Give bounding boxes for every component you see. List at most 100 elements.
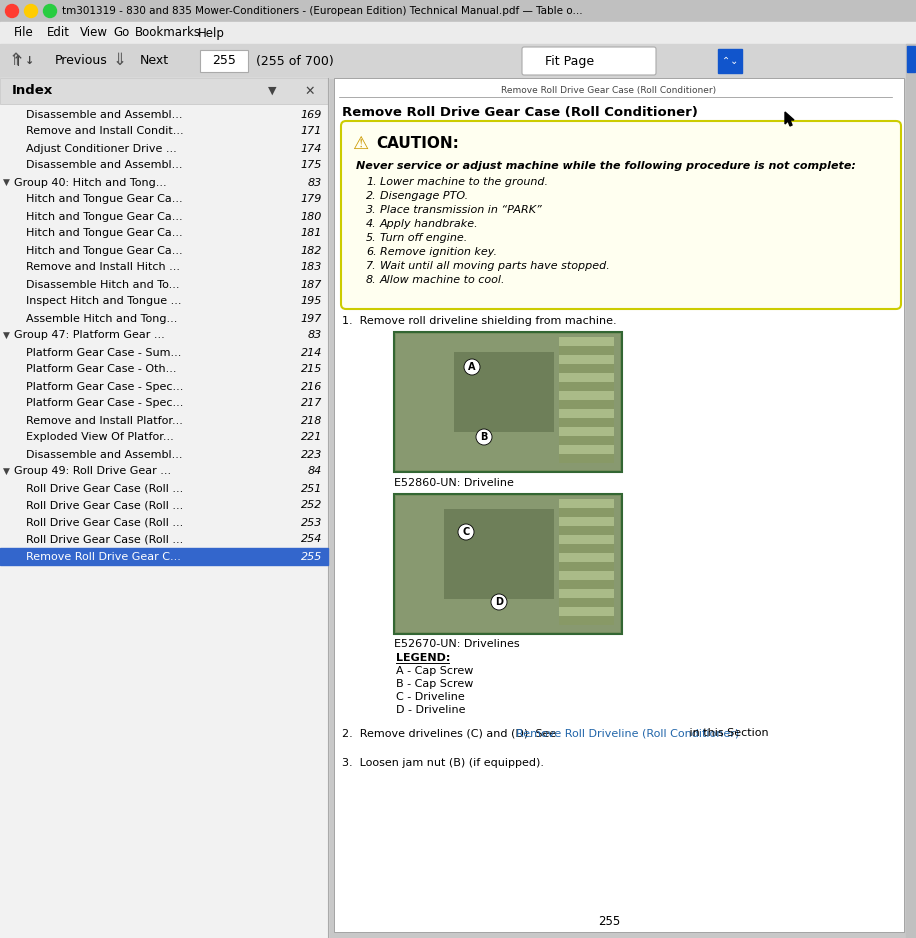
Text: in this Section: in this Section [686, 728, 769, 738]
Circle shape [43, 5, 57, 18]
Text: 1.  Remove roll driveline shielding from machine.: 1. Remove roll driveline shielding from … [342, 316, 616, 326]
Text: Hitch and Tongue Gear Ca...: Hitch and Tongue Gear Ca... [26, 246, 182, 255]
Text: 183: 183 [300, 263, 322, 273]
Text: Assemble Hitch and Tong...: Assemble Hitch and Tong... [26, 313, 178, 324]
Bar [559, 580, 614, 589]
Text: 175: 175 [300, 160, 322, 171]
Bar [334, 78, 904, 932]
Text: 216: 216 [300, 382, 322, 391]
Text: E52670-UN: Drivelines: E52670-UN: Drivelines [394, 639, 519, 649]
Bar [559, 418, 614, 427]
Text: LEGEND:: LEGEND: [396, 653, 451, 663]
Text: Remove Roll Drive Gear C...: Remove Roll Drive Gear C... [26, 552, 180, 562]
Text: 255: 255 [300, 552, 322, 562]
Text: Roll Drive Gear Case (Roll ...: Roll Drive Gear Case (Roll ... [26, 501, 183, 510]
Text: A - Cap Screw: A - Cap Screw [396, 666, 474, 676]
Text: Platform Gear Case - Sum...: Platform Gear Case - Sum... [26, 347, 181, 357]
Text: ✕: ✕ [305, 84, 315, 98]
Bar [559, 553, 614, 562]
Text: Remove and Install Platfor...: Remove and Install Platfor... [26, 416, 183, 426]
Circle shape [464, 359, 480, 375]
Text: 169: 169 [300, 110, 322, 119]
Bar [559, 517, 614, 526]
Text: 221: 221 [300, 432, 322, 443]
FancyBboxPatch shape [522, 47, 656, 75]
Bar [559, 526, 614, 535]
Text: Roll Drive Gear Case (Roll ...: Roll Drive Gear Case (Roll ... [26, 518, 183, 527]
Text: Wait until all moving parts have stopped.: Wait until all moving parts have stopped… [380, 261, 610, 271]
Bar [394, 494, 622, 634]
Text: Remove ignition key.: Remove ignition key. [380, 247, 497, 257]
Bar [454, 352, 554, 432]
Text: Edit: Edit [48, 26, 71, 39]
Text: 181: 181 [300, 229, 322, 238]
Bar [559, 373, 614, 382]
Bar [0, 78, 328, 104]
Bar [559, 598, 614, 607]
Bar [559, 562, 614, 571]
Text: CAUTION:: CAUTION: [376, 137, 459, 152]
Text: Allow machine to cool.: Allow machine to cool. [380, 275, 506, 285]
Polygon shape [785, 112, 794, 126]
Text: Group 49: Roll Drive Gear ...: Group 49: Roll Drive Gear ... [14, 466, 171, 477]
Text: Disassemble Hitch and To...: Disassemble Hitch and To... [26, 280, 180, 290]
Text: C: C [463, 527, 470, 537]
FancyBboxPatch shape [341, 121, 901, 309]
Bar [559, 589, 614, 598]
Circle shape [491, 594, 507, 610]
Text: Index: Index [12, 84, 53, 98]
Text: 2.: 2. [366, 191, 376, 201]
Bar [0, 78, 328, 938]
Text: Inspect Hitch and Tongue ...: Inspect Hitch and Tongue ... [26, 296, 181, 307]
Text: Never service or adjust machine while the following procedure is not complete:: Never service or adjust machine while th… [356, 161, 856, 171]
Text: 187: 187 [300, 280, 322, 290]
Text: Lower machine to the ground.: Lower machine to the ground. [380, 177, 548, 187]
Bar [0, 22, 916, 44]
Bar [559, 535, 614, 544]
Bar [559, 427, 614, 436]
Text: Adjust Conditioner Drive ...: Adjust Conditioner Drive ... [26, 144, 177, 154]
Text: 171: 171 [300, 127, 322, 137]
Bar [906, 44, 916, 938]
Text: Next: Next [140, 54, 169, 68]
Bar [907, 46, 915, 72]
Bar [394, 332, 622, 472]
Bar [559, 409, 614, 418]
Bar [0, 0, 916, 22]
Text: 218: 218 [300, 416, 322, 426]
Text: B: B [480, 432, 487, 442]
Text: Hitch and Tongue Gear Ca...: Hitch and Tongue Gear Ca... [26, 211, 182, 221]
Bar [0, 44, 916, 78]
Text: ⌃⌄: ⌃⌄ [722, 56, 738, 66]
Text: 180: 180 [300, 211, 322, 221]
Text: Platform Gear Case - Spec...: Platform Gear Case - Spec... [26, 382, 183, 391]
Text: 254: 254 [300, 535, 322, 544]
Bar [559, 337, 614, 346]
Bar [559, 391, 614, 400]
Text: 179: 179 [300, 194, 322, 204]
Text: View: View [81, 26, 108, 39]
Bar [559, 616, 614, 625]
Text: 223: 223 [300, 449, 322, 460]
Text: 215: 215 [300, 365, 322, 374]
Text: Disassemble and Assembl...: Disassemble and Assembl... [26, 110, 182, 119]
Text: 4.: 4. [366, 219, 376, 229]
Text: 182: 182 [300, 246, 322, 255]
Circle shape [5, 5, 18, 18]
Text: 217: 217 [300, 399, 322, 409]
Text: Hitch and Tongue Gear Ca...: Hitch and Tongue Gear Ca... [26, 194, 182, 204]
Bar [559, 346, 614, 355]
Text: 255: 255 [213, 54, 236, 68]
Text: ↑: ↑ [12, 53, 25, 68]
Text: 214: 214 [300, 347, 322, 357]
Text: 174: 174 [300, 144, 322, 154]
Text: Place transmission in “PARK”: Place transmission in “PARK” [380, 205, 541, 215]
Text: Go: Go [114, 26, 130, 39]
Text: 6.: 6. [366, 247, 376, 257]
Text: Platform Gear Case - Oth...: Platform Gear Case - Oth... [26, 365, 177, 374]
Text: tm301319 - 830 and 835 Mower-Conditioners - (European Edition) Technical Manual.: tm301319 - 830 and 835 Mower-Conditioner… [62, 6, 583, 16]
Bar [444, 509, 554, 599]
Circle shape [458, 524, 474, 540]
Text: 7.: 7. [366, 261, 376, 271]
Text: 252: 252 [300, 501, 322, 510]
